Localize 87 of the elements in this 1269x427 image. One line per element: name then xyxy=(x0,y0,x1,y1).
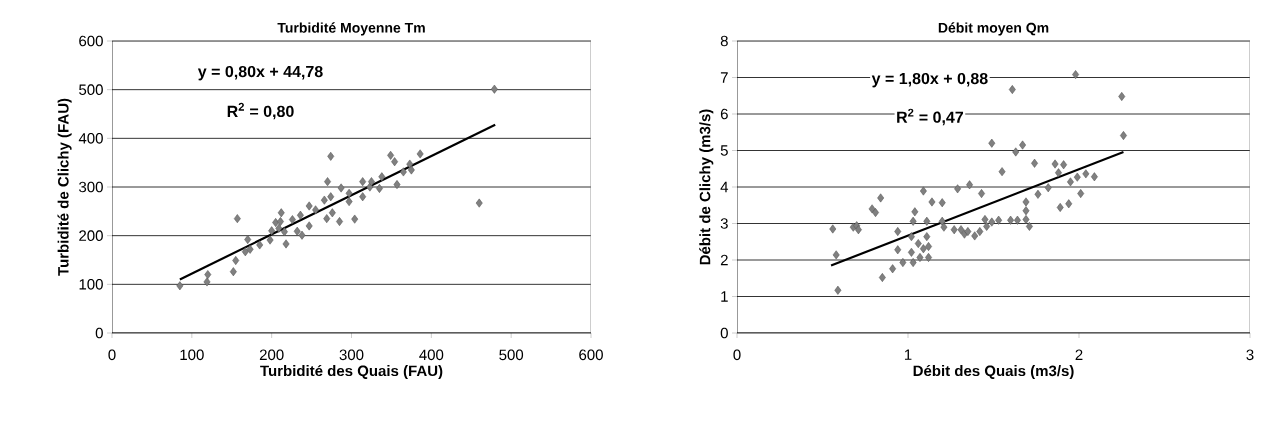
point xyxy=(393,180,401,190)
point xyxy=(277,208,285,218)
x-axis-title: Débit des Quais (m3/s) xyxy=(913,364,1074,380)
x-tick-label: 1 xyxy=(904,349,912,360)
point xyxy=(298,230,306,240)
point xyxy=(337,183,345,193)
point xyxy=(416,149,424,159)
chart-title: Débit moyen Qm xyxy=(938,22,1049,36)
point xyxy=(256,240,264,250)
y-axis-title: Débit de Clichy (m3/s) xyxy=(699,109,714,265)
point xyxy=(244,235,252,245)
x-tick-label: 3 xyxy=(1246,349,1254,361)
point xyxy=(336,217,343,226)
point xyxy=(305,221,313,231)
x-tick-label: 300 xyxy=(339,349,364,361)
y-tick-label: 600 xyxy=(79,35,103,47)
x-tick-label: 400 xyxy=(419,349,444,361)
point xyxy=(406,159,414,169)
point xyxy=(378,172,386,182)
point xyxy=(399,167,407,177)
point xyxy=(323,214,331,224)
point xyxy=(233,214,241,224)
point xyxy=(293,226,301,236)
x-tick-label: 500 xyxy=(499,349,524,361)
point xyxy=(312,205,319,215)
x-tick-label: 0 xyxy=(108,349,116,361)
point xyxy=(407,165,415,175)
point xyxy=(475,198,483,208)
point xyxy=(289,215,296,225)
point xyxy=(275,223,283,233)
point xyxy=(328,208,336,218)
y-tick-label: 400 xyxy=(78,133,103,144)
point xyxy=(268,226,276,236)
annotation: R$^{2}$ = 0,47 xyxy=(897,108,964,126)
point xyxy=(345,188,353,198)
y-tick-label: 3 xyxy=(720,218,728,229)
y-tick-label: 2 xyxy=(720,254,728,266)
y-tick-label: 4 xyxy=(720,181,729,193)
y-tick-label: 300 xyxy=(79,181,103,193)
y-axis-title: Turbidité de Clichy (FAU) xyxy=(57,98,72,276)
x-tick-label: 200 xyxy=(259,349,284,361)
point xyxy=(376,184,383,193)
point xyxy=(359,177,367,187)
point xyxy=(232,256,240,265)
y-tick-label: 1 xyxy=(721,291,728,302)
annotation: R$^{2}$ = 0,80 xyxy=(227,102,294,120)
point xyxy=(204,270,212,280)
y-tick-label: 6 xyxy=(720,108,728,120)
x-tick-label: 2 xyxy=(1075,349,1083,360)
y-tick-label: 0 xyxy=(95,327,103,339)
point xyxy=(387,150,395,160)
point xyxy=(368,177,375,187)
y-tick-label: 200 xyxy=(79,230,103,241)
x-tick-label: 600 xyxy=(579,349,603,361)
y-tick-label: 0 xyxy=(720,327,728,339)
point xyxy=(297,210,304,220)
y-tick-label: 8 xyxy=(720,35,728,47)
point xyxy=(359,192,367,202)
chart-title: Turbidité Moyenne Tm xyxy=(277,22,425,36)
point xyxy=(391,157,399,167)
point xyxy=(491,84,498,94)
point xyxy=(272,218,280,227)
point xyxy=(327,192,335,202)
point xyxy=(241,247,249,257)
annotation: y = 1,80x + 0,88 xyxy=(871,72,988,88)
point xyxy=(277,217,284,226)
point xyxy=(203,277,211,287)
annotation: y = 0,80x + 44,78 xyxy=(197,65,323,81)
point xyxy=(281,227,288,237)
point xyxy=(320,195,328,205)
point xyxy=(305,201,313,211)
point xyxy=(324,177,331,187)
point xyxy=(282,239,290,249)
point xyxy=(351,214,359,224)
y-tick-label: 5 xyxy=(720,145,728,156)
point xyxy=(327,151,335,161)
point xyxy=(246,244,254,254)
y-tick-label: 100 xyxy=(79,279,103,290)
point xyxy=(229,267,237,277)
x-tick-label: 100 xyxy=(180,349,204,361)
point xyxy=(266,235,274,245)
point xyxy=(345,197,353,207)
y-tick-label: 500 xyxy=(79,84,103,95)
x-axis-title: Turbidité des Quais (FAU) xyxy=(260,364,443,380)
point xyxy=(176,281,184,291)
x-tick-label: 0 xyxy=(733,349,741,361)
y-tick-label: 7 xyxy=(720,72,728,83)
